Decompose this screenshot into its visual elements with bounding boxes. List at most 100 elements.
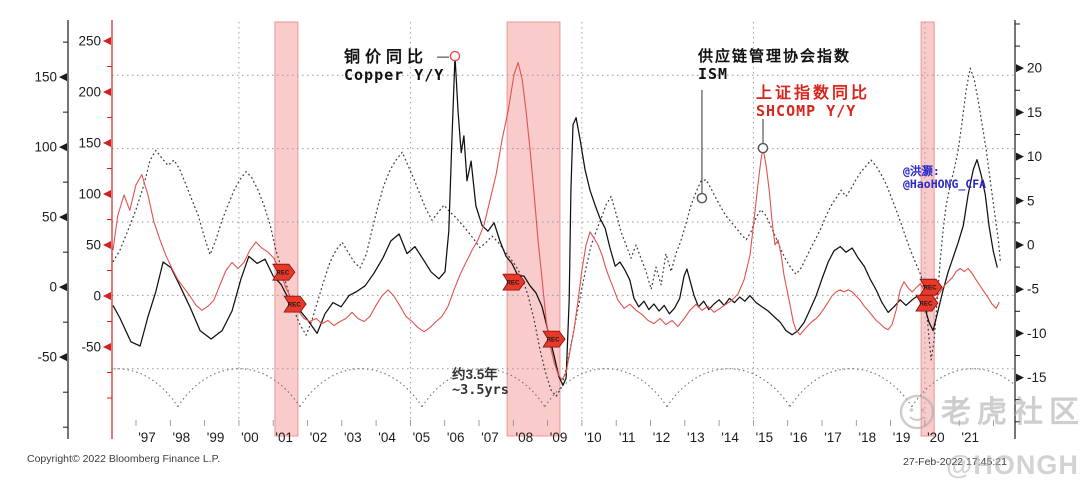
- x-tick-label: '09: [550, 430, 568, 445]
- shcomp-tick-label: 200: [78, 85, 101, 100]
- shcomp-major-tick: [103, 292, 111, 301]
- shcomp-major-tick: [103, 139, 111, 148]
- event-point-circle: [696, 192, 708, 204]
- cycle-arc: [544, 368, 668, 408]
- ism-major-tick: [1016, 240, 1024, 249]
- rec-markers: REC REC REC REC REC REC: [272, 263, 943, 348]
- x-tick-label: '17: [824, 430, 842, 445]
- x-tick-label: '11: [619, 430, 636, 445]
- x-tick-label: '18: [859, 430, 877, 445]
- x-tick-label: '07: [481, 430, 499, 445]
- x-tick-label: '10: [584, 430, 602, 445]
- cycle-arc: [789, 368, 913, 408]
- rec-marker: REC: [502, 273, 526, 291]
- rec-marker-text: REC: [288, 301, 302, 308]
- event-point-circle: [449, 50, 461, 62]
- shcomp-tick-label: 100: [78, 187, 101, 202]
- rec-marker-shape: [502, 273, 526, 291]
- ism-tick-label: 5: [1027, 193, 1035, 208]
- x-tick-label: '00: [241, 430, 259, 445]
- x-tick-label: '21: [961, 430, 979, 445]
- rec-marker-shape: [542, 330, 566, 348]
- recession-bands: [274, 21, 935, 437]
- cycle-arc: [666, 368, 791, 408]
- event-markers: [436, 50, 769, 204]
- rec-marker-shape: [283, 295, 307, 313]
- x-tick-label: '06: [447, 430, 465, 445]
- copper-major-tick: [59, 143, 67, 152]
- ism-tick-label: -15: [1027, 370, 1047, 385]
- copper-label-en: Copper Y/Y: [344, 65, 445, 84]
- rec-marker-text: REC: [919, 300, 933, 307]
- x-tick-label: '03: [344, 430, 362, 445]
- gridlines: [112, 22, 1015, 420]
- x-tick-label: '05: [413, 430, 431, 445]
- ism-major-tick: [1016, 196, 1024, 205]
- ism-label-cn: 供应链管理协会指数: [698, 48, 852, 65]
- axis-ism: 20 15 10 5 0 -5 -10 -15: [1014, 20, 1047, 439]
- x-tick-label: '12: [653, 430, 671, 445]
- axis-copper: 150 100 50 0 -50: [34, 20, 69, 439]
- copyright-notice: Copyright© 2022 Bloomberg Finance L.P.: [27, 453, 221, 465]
- shcomp-tick-label: 250: [78, 34, 101, 49]
- cycle-arc: [112, 368, 179, 408]
- x-tick-label: '98: [173, 430, 191, 445]
- ism-major-tick: [1016, 329, 1024, 338]
- ism-major-tick: [1016, 108, 1024, 117]
- shcomp-tick-label: 50: [86, 238, 101, 253]
- x-tick-label: '97: [138, 430, 156, 445]
- watermark-handle: @HONGHAO: [946, 450, 1080, 480]
- recession-band: [274, 21, 299, 437]
- copper-tick-label: 0: [49, 280, 57, 295]
- shcomp-tick-label: 150: [78, 136, 101, 151]
- x-tick-label: '15: [756, 430, 774, 445]
- x-axis: '97 '98 '99 '00 '01 '02 '03 '04 '05 '06 '07 '08 '09 '…: [135, 420, 994, 445]
- author-twitter-handle: @HaoHONG_CFA: [903, 177, 987, 192]
- recession-band: [920, 21, 935, 437]
- x-tick-label: '19: [893, 430, 911, 445]
- x-tick-label: '08: [516, 430, 534, 445]
- ism-series-label: 供应链管理协会指数 ISM: [698, 48, 852, 83]
- shcomp-label-en: SHCOMP Y/Y: [756, 101, 857, 120]
- cycle-label-cn: 约3.5年: [452, 367, 498, 382]
- cycle-arc: [299, 368, 423, 408]
- copper-major-tick: [59, 283, 67, 292]
- ism-tick-label: -10: [1027, 326, 1047, 341]
- author-handle: @洪灏: @HaoHONG_CFA: [903, 164, 987, 192]
- x-tick-label: '04: [378, 430, 396, 445]
- x-tick-label: '16: [790, 430, 808, 445]
- copper-major-tick: [59, 353, 67, 362]
- rec-marker: REC: [283, 295, 307, 313]
- ism-tick-label: 10: [1027, 149, 1042, 164]
- author-name-cn: @洪灏:: [903, 164, 940, 178]
- ism-tick-label: 20: [1027, 61, 1042, 76]
- shcomp-label-cn: 上证指数同比: [756, 85, 871, 102]
- shcomp-series-label: 上证指数同比 SHCOMP Y/Y: [756, 85, 870, 120]
- rec-marker-shape: [272, 263, 296, 281]
- copper-tick-label: 150: [34, 70, 57, 85]
- axis-shcomp: 250 200 150 100 50 0 -50: [78, 20, 113, 439]
- x-tick-label: '14: [721, 430, 739, 445]
- copper-tick-label: 50: [42, 210, 57, 225]
- x-tick-label: '02: [310, 430, 328, 445]
- ism-tick-label: 15: [1027, 105, 1042, 120]
- copper-major-tick: [59, 73, 67, 82]
- tiger-community-logo-icon: [899, 394, 935, 430]
- shcomp-major-tick: [103, 190, 111, 199]
- copper-tick-label: 100: [34, 140, 57, 155]
- copper-tick-label: -50: [37, 350, 57, 365]
- x-tick-label: '13: [687, 430, 705, 445]
- ism-tick-label: 0: [1027, 237, 1035, 252]
- ism-major-tick: [1016, 152, 1024, 161]
- shcomp-major-tick: [103, 343, 111, 352]
- shcomp-major-tick: [103, 241, 111, 250]
- shcomp-major-tick: [103, 37, 111, 46]
- cycle-length-label: 约3.5年 ~3.5yrs: [452, 367, 509, 398]
- ism-major-tick: [1016, 373, 1024, 382]
- series-line-ism: [112, 67, 1001, 397]
- rec-marker: REC: [919, 278, 943, 296]
- shcomp-major-tick: [103, 88, 111, 97]
- rec-marker-text: REC: [276, 269, 290, 276]
